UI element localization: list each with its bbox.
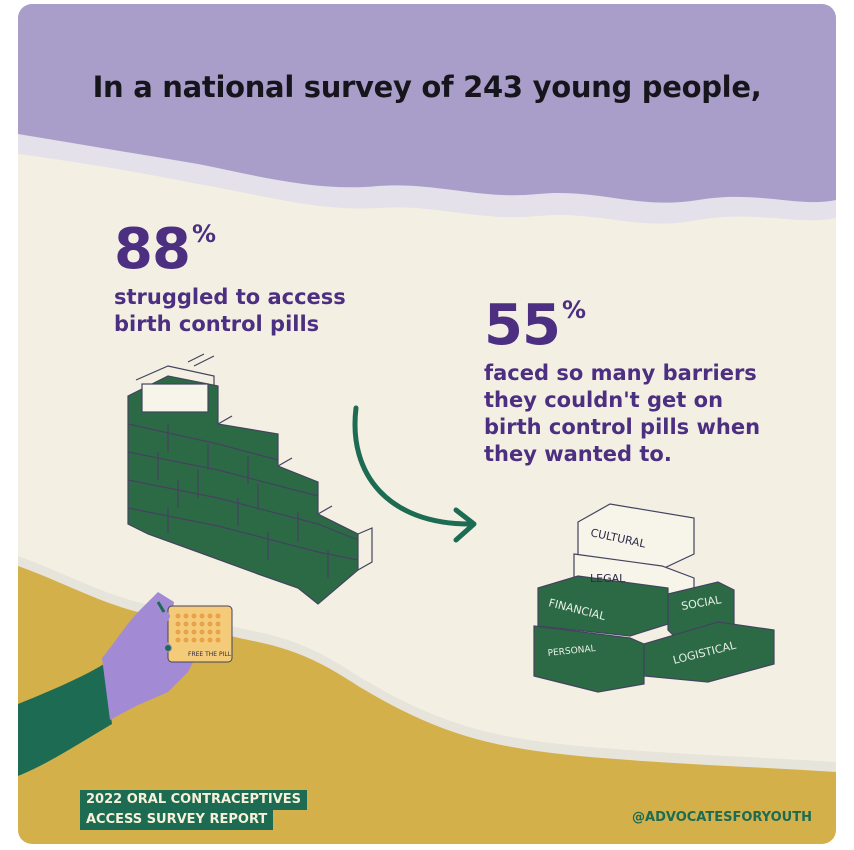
social-handle: @ADVOCATESFORYOUTH bbox=[632, 810, 812, 825]
barrier-label-personal: PERSONAL bbox=[547, 644, 596, 659]
headline: In a national survey of 243 young people… bbox=[92, 70, 762, 104]
stat-88-percent: 88% struggled to access birth control pi… bbox=[114, 220, 346, 338]
stat-description: faced so many barriers they couldn't get… bbox=[484, 360, 760, 468]
stat-description-line: struggled to access bbox=[114, 285, 346, 309]
background-art: CULTURAL LEGAL FINANCIAL SOCIAL PERSONAL… bbox=[18, 4, 836, 844]
stat-description-line: faced so many barriers bbox=[484, 361, 757, 385]
barrier-bricks-illustration bbox=[533, 503, 775, 693]
report-tag-line-1: 2022 ORAL CONTRACEPTIVES bbox=[80, 790, 308, 810]
brick-wall-illustration bbox=[127, 353, 373, 605]
stat-55-percent: 55% faced so many barriers they couldn't… bbox=[484, 296, 760, 468]
hand-with-pill-pack-illustration: FREE THE PILL bbox=[18, 592, 233, 776]
infographic-card: CULTURAL LEGAL FINANCIAL SOCIAL PERSONAL… bbox=[18, 4, 836, 844]
stat-unit: % bbox=[191, 220, 216, 248]
stat-value: 55 bbox=[484, 293, 561, 358]
stat-description-line: they wanted to. bbox=[484, 442, 672, 466]
curved-arrow bbox=[352, 405, 473, 527]
report-tag-line-2: ACCESS SURVEY REPORT bbox=[80, 810, 274, 830]
stat-description-line: they couldn't get on bbox=[484, 388, 724, 412]
stat-unit: % bbox=[561, 296, 586, 324]
stat-description: struggled to access birth control pills bbox=[114, 284, 346, 338]
barrier-label-legal: LEGAL bbox=[590, 572, 626, 585]
pill-pack-label: FREE THE PILL bbox=[188, 651, 232, 658]
stat-value: 88 bbox=[114, 217, 191, 282]
stat-description-line: birth control pills when bbox=[484, 415, 761, 439]
stat-description-line: birth control pills bbox=[114, 312, 320, 336]
